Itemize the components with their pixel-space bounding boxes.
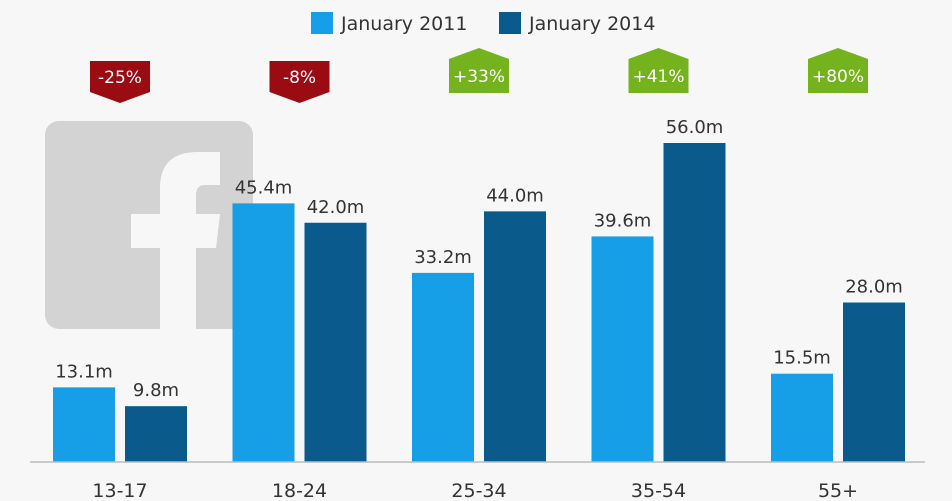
data-label: 44.0m: [486, 185, 544, 206]
change-badge: [269, 61, 330, 103]
data-label: 56.0m: [666, 117, 724, 138]
change-badge: [90, 61, 150, 103]
data-label: 39.6m: [594, 210, 652, 231]
change-badge: [449, 48, 509, 93]
change-badge-label: -8%: [283, 68, 316, 88]
change-badge-label: -25%: [98, 68, 142, 88]
legend: January 2011 January 2014: [311, 12, 655, 35]
bar-2011[interactable]: [591, 236, 654, 462]
bar-2011[interactable]: [232, 203, 295, 462]
legend-item-2014[interactable]: January 2014: [499, 12, 655, 35]
bar-group-55+: 15.5m 28.0m 55+ +80%: [771, 48, 905, 501]
legend-label: January 2014: [528, 13, 655, 35]
bar-2014[interactable]: [304, 222, 367, 462]
bar-2011[interactable]: [412, 272, 474, 462]
bar-group-25-34: 33.2m 44.0m 25-34 +33%: [412, 48, 546, 501]
category-label: 55+: [818, 480, 858, 501]
category-label: 18-24: [272, 480, 327, 501]
legend-swatch: [311, 12, 333, 34]
bar-2014[interactable]: [125, 406, 187, 462]
facebook-logo-icon: [45, 121, 253, 329]
data-label: 45.4m: [235, 177, 293, 198]
bar-group-35-54: 39.6m 56.0m 35-54 +41%: [591, 48, 726, 501]
data-label: 33.2m: [414, 247, 472, 268]
legend-swatch: [499, 12, 521, 34]
legend-item-2011[interactable]: January 2011: [311, 12, 467, 35]
category-label: 13-17: [92, 480, 147, 501]
category-label: 25-34: [451, 480, 506, 501]
change-badge-label: +33%: [453, 67, 505, 87]
bar-2014[interactable]: [484, 211, 546, 462]
bar-group-13-17: 13.1m 9.8m 13-17 -25%: [53, 61, 187, 501]
legend-label: January 2011: [340, 13, 467, 35]
bar-2011[interactable]: [53, 387, 115, 462]
data-label: 28.0m: [845, 277, 903, 298]
bar-group-18-24: 45.4m 42.0m 18-24 -8%: [232, 61, 367, 501]
data-label: 15.5m: [773, 348, 831, 369]
bar-2011[interactable]: [771, 373, 833, 462]
change-badge: [808, 48, 868, 93]
data-label: 9.8m: [133, 380, 179, 401]
data-label: 42.0m: [307, 197, 365, 218]
change-badge-label: +41%: [632, 67, 684, 87]
data-label: 13.1m: [55, 361, 113, 382]
bar-2014[interactable]: [663, 143, 726, 462]
change-badge: [628, 48, 689, 93]
change-badge-label: +80%: [812, 67, 864, 87]
bar-2014[interactable]: [843, 302, 905, 463]
category-label: 35-54: [631, 480, 686, 501]
